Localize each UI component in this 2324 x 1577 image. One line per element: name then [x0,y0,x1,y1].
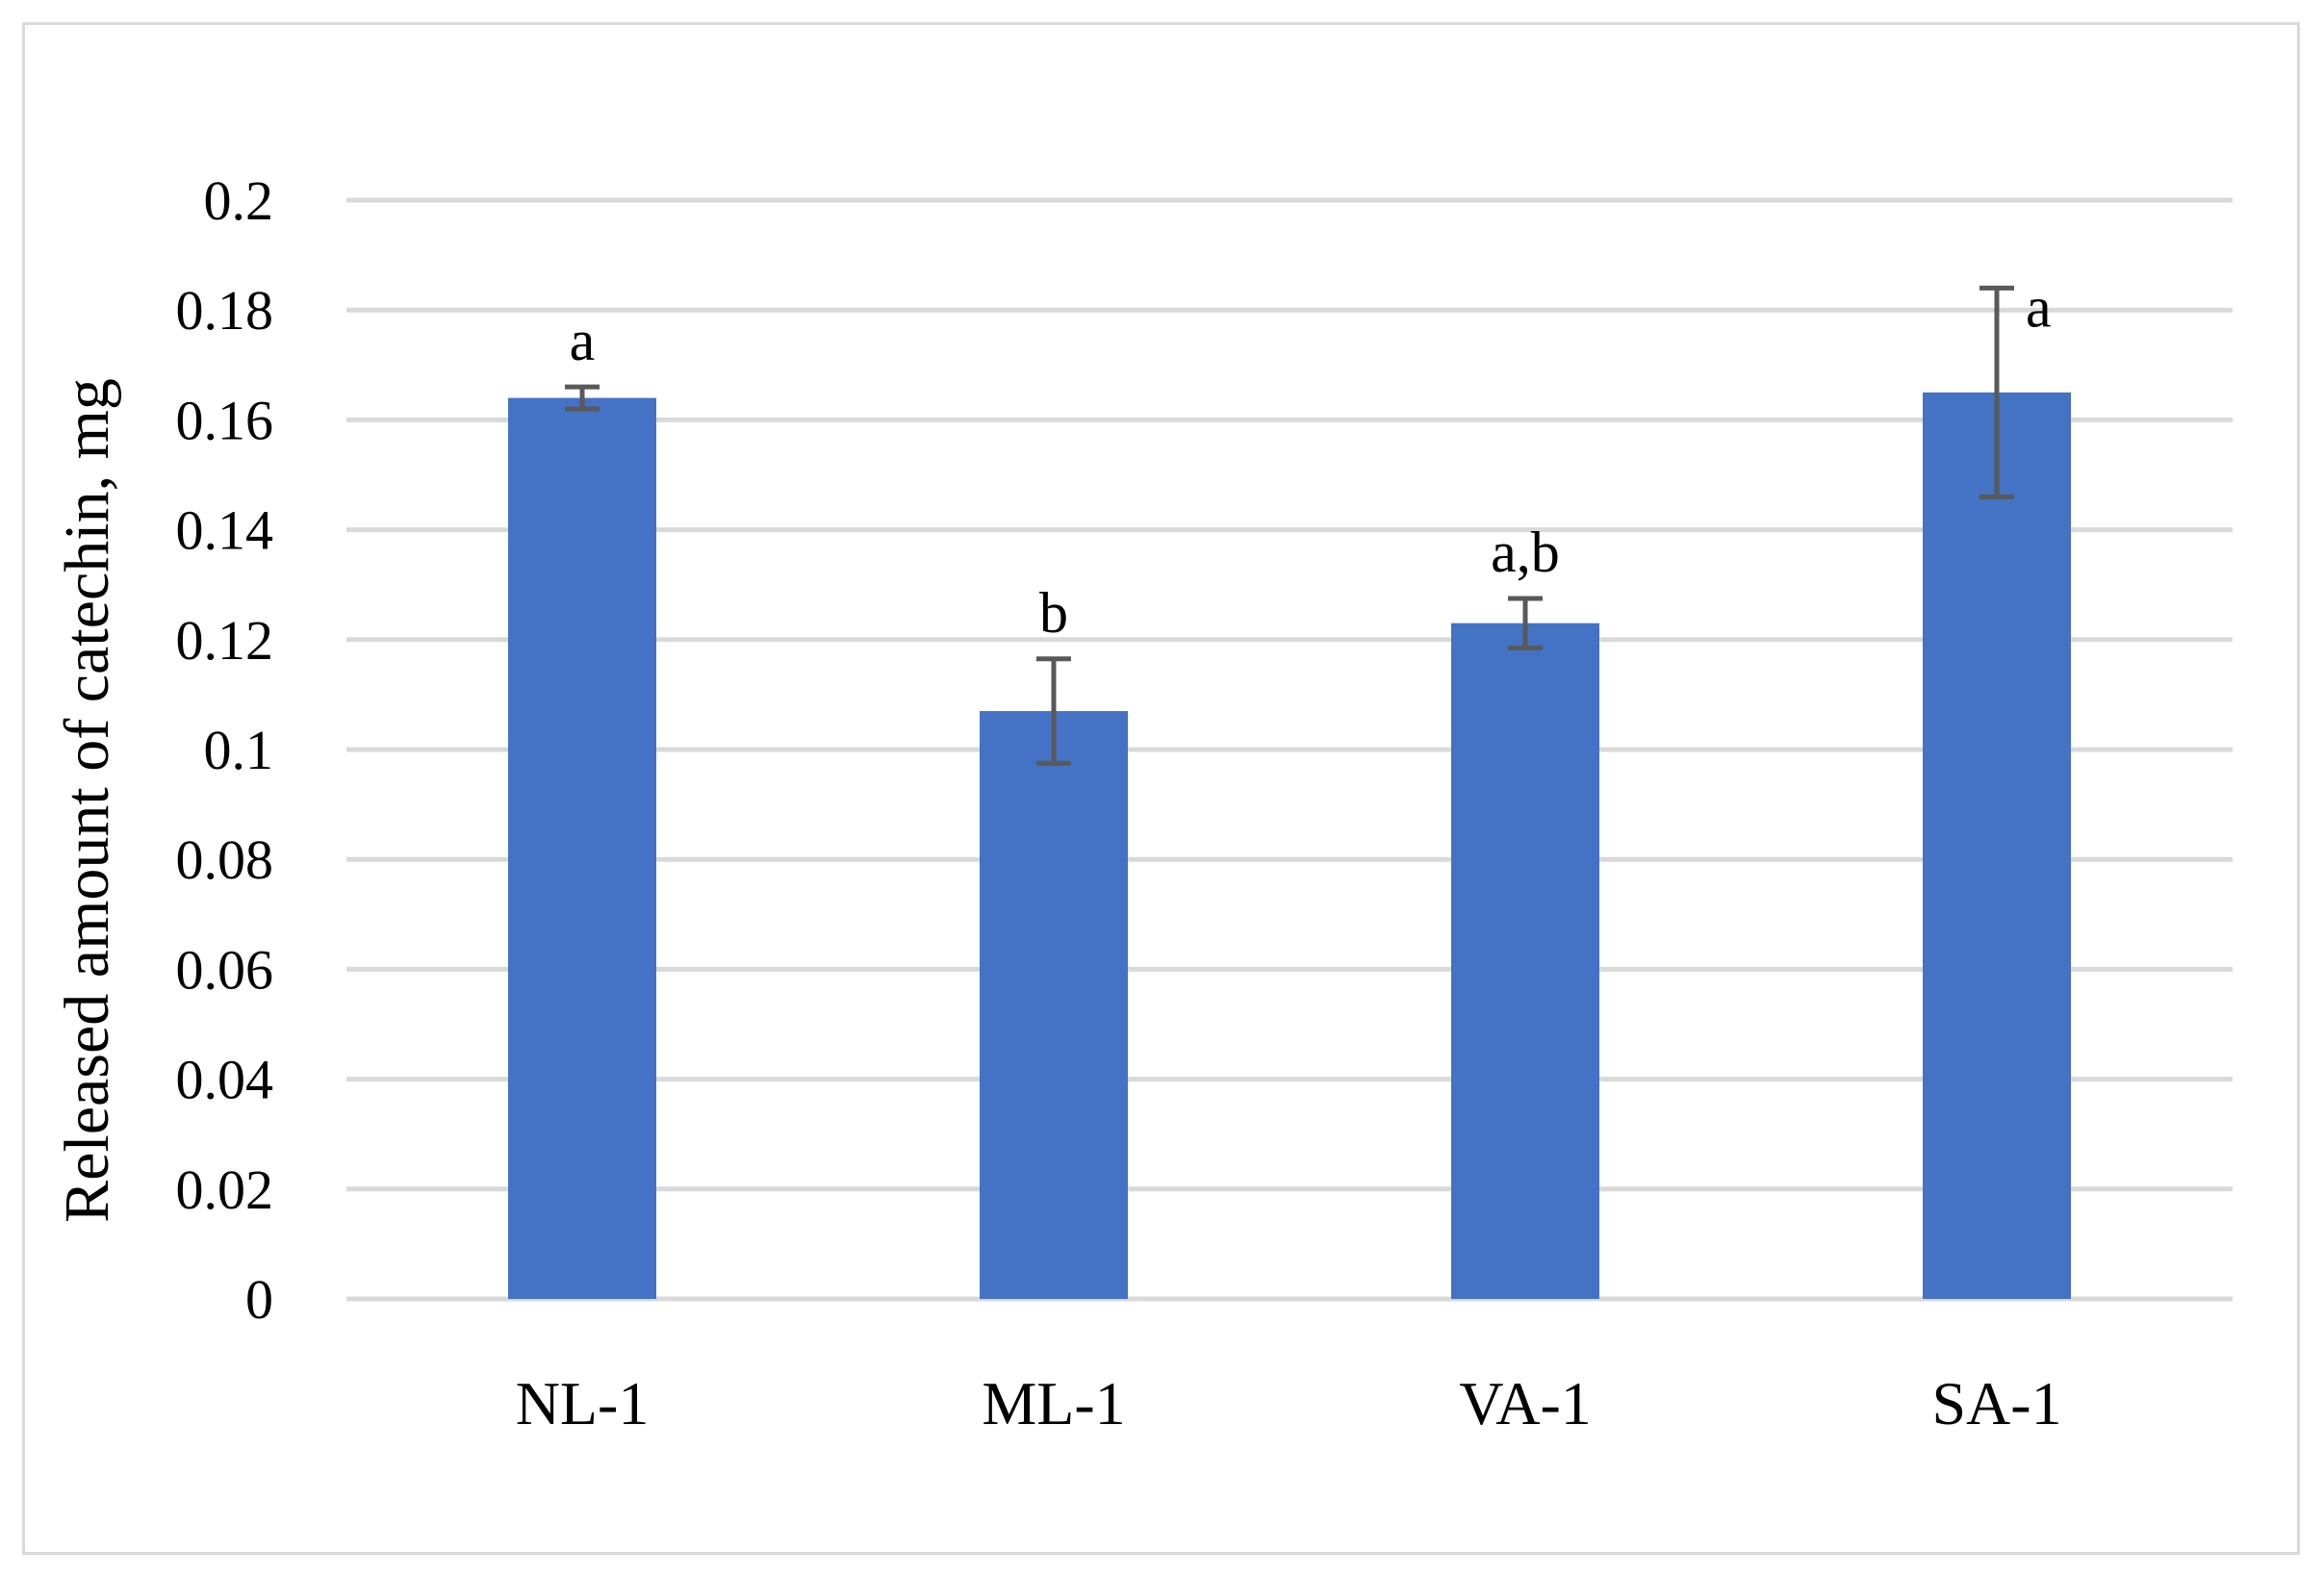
y-tick-label: 0.16 [176,389,274,451]
bar-va-1 [1451,623,1599,1299]
y-tick-label: 0.02 [176,1158,274,1221]
bar-nl-1 [508,397,656,1299]
y-tick-label: 0 [245,1268,273,1331]
error-bars [565,285,2014,766]
y-tick-label: 0.14 [176,499,274,562]
significance-label-sa-1: a [2026,275,2052,339]
x-category-label: SA-1 [1931,1369,2061,1437]
significance-labels: a b a,b a [570,275,2052,644]
y-tick-label: 0.12 [176,609,274,672]
error-bar-ml-1 [1036,656,1071,766]
y-axis-title: Released amount of catechin, mg [52,378,122,1223]
y-tick-label: 0.2 [204,169,274,232]
y-tick-label: 0.18 [176,279,274,342]
x-axis-categories: NL-1 ML-1 VA-1 SA-1 [516,1369,2062,1437]
error-bar-sa-1 [1979,285,2014,499]
significance-label-nl-1: a [570,309,596,372]
bars [508,392,2071,1300]
y-tick-label: 0.1 [204,719,274,781]
error-bar-va-1 [1508,596,1543,650]
bar-sa-1 [1923,392,2071,1300]
significance-label-ml-1: b [1039,581,1068,645]
x-category-label: NL-1 [516,1369,650,1437]
y-tick-label: 0.04 [176,1049,274,1111]
bar-ml-1 [980,711,1128,1299]
y-tick-label: 0.06 [176,938,274,1001]
x-category-label: VA-1 [1459,1369,1592,1437]
gridlines [346,197,2233,1302]
y-tick-label: 0.08 [176,828,274,891]
error-bar-nl-1 [565,384,600,412]
x-category-label: ML-1 [982,1369,1125,1437]
significance-label-va-1: a,b [1491,521,1560,584]
y-axis-ticks: 0 0.02 0.04 0.06 0.08 0.1 0.12 0.14 0.16 0.18 0.2 [176,169,274,1331]
